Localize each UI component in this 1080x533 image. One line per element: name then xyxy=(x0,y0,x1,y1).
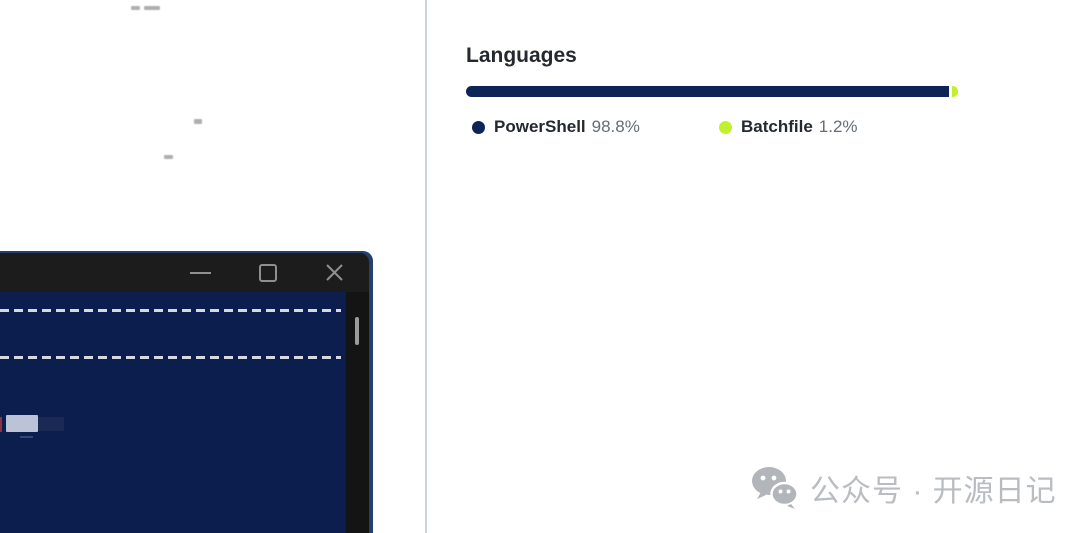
text-smudge xyxy=(131,6,140,10)
powershell-window xyxy=(0,251,373,533)
blurred-text xyxy=(0,417,2,432)
scrollbar-thumb[interactable] xyxy=(355,317,359,345)
watermark-text: 公众号 · 开源日记 xyxy=(810,474,1057,508)
text-smudge xyxy=(164,155,173,159)
close-icon[interactable] xyxy=(325,263,344,282)
watermark: 公众号 · 开源日记 xyxy=(750,465,1057,510)
language-percent: 1.2% xyxy=(818,117,858,136)
scrollbar-track[interactable] xyxy=(346,292,369,533)
minimize-icon[interactable] xyxy=(190,272,211,274)
maximize-icon[interactable] xyxy=(259,264,277,282)
languages-heading: Languages xyxy=(466,44,577,68)
console-body[interactable] xyxy=(0,292,346,533)
wechat-icon xyxy=(752,467,799,509)
console-dashed-rule xyxy=(0,309,341,312)
language-bar-segment-batchfile[interactable] xyxy=(952,86,958,97)
window-titlebar[interactable] xyxy=(0,253,369,292)
text-smudge xyxy=(194,119,202,124)
blurred-text xyxy=(38,417,64,431)
blurred-text xyxy=(20,436,33,438)
language-legend-batchfile[interactable]: Batchfile 1.2% xyxy=(719,117,858,137)
batchfile-color-dot xyxy=(719,120,732,134)
console-dashed-rule xyxy=(0,356,341,359)
language-percent: 98.8% xyxy=(591,117,640,136)
language-name: Batchfile xyxy=(741,117,813,136)
language-share-bar[interactable] xyxy=(466,86,958,97)
powershell-color-dot xyxy=(472,120,485,134)
text-smudge xyxy=(144,6,160,10)
language-name: PowerShell xyxy=(494,117,586,136)
language-legend-powershell[interactable]: PowerShell 98.8% xyxy=(472,117,640,137)
blurred-text xyxy=(6,415,38,432)
language-bar-segment-powershell[interactable] xyxy=(466,86,950,97)
pane-divider xyxy=(425,0,427,533)
